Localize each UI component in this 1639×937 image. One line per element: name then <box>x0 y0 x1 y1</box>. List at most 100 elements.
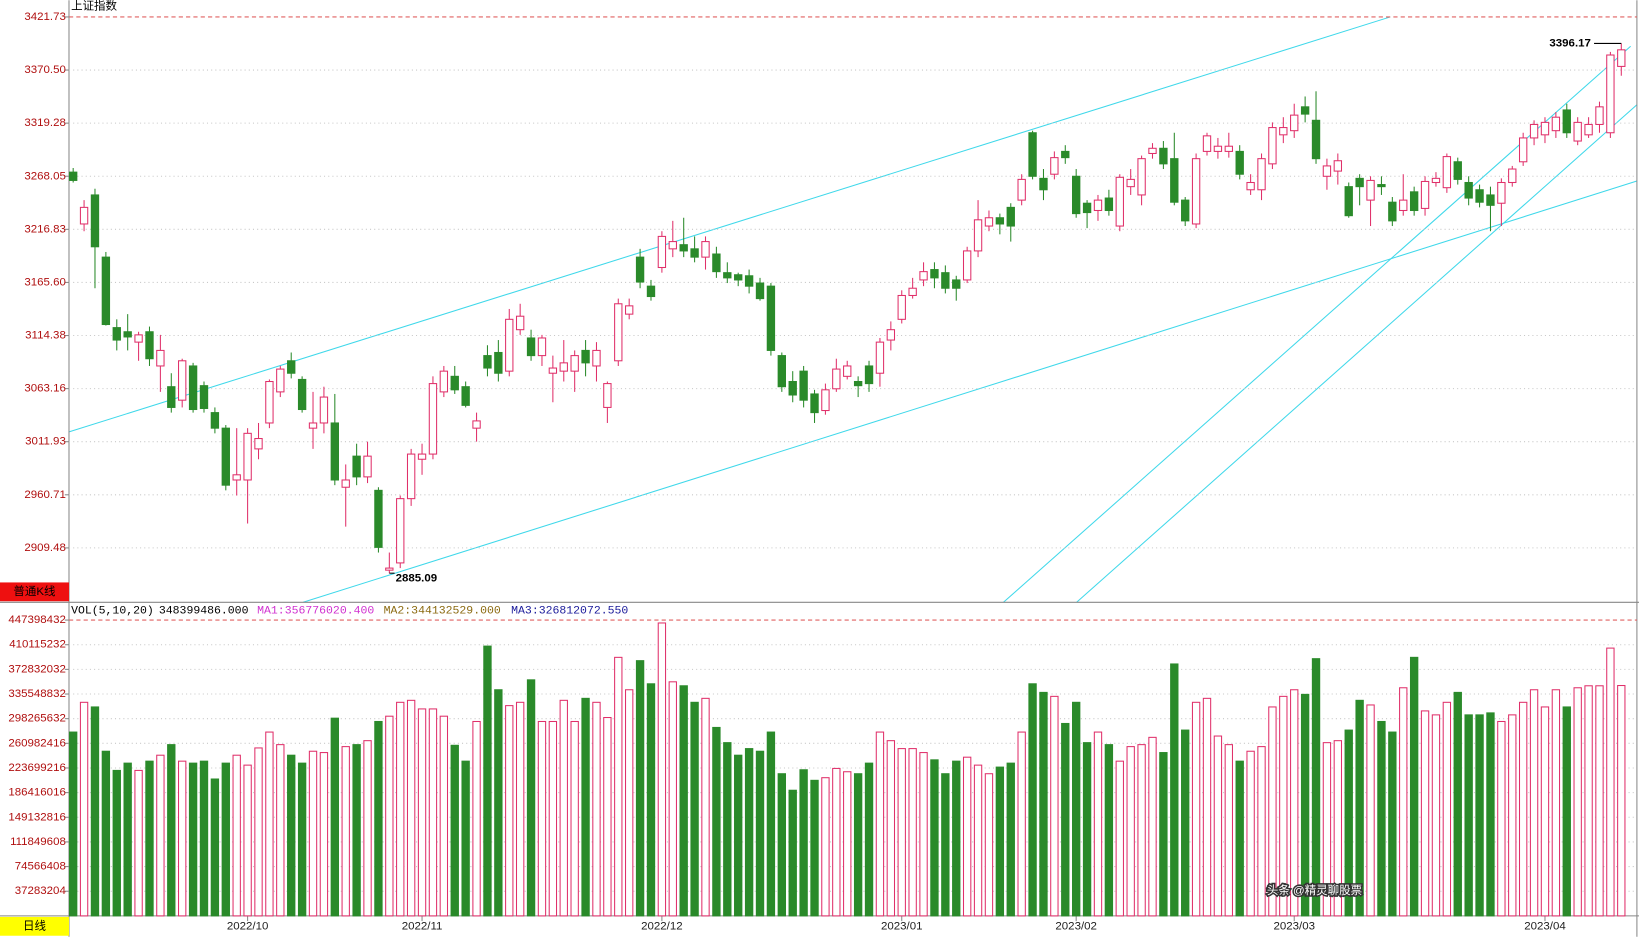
candle-body <box>308 422 318 429</box>
volume-bar <box>243 764 252 917</box>
candle-body <box>1562 109 1571 134</box>
candle-body <box>581 349 590 364</box>
volume-bar <box>744 748 754 917</box>
volume-bar <box>984 773 994 917</box>
volume-bar <box>1191 701 1201 917</box>
y-tick-label: 2960.71 <box>24 489 66 501</box>
y-tick-label: 223699216 <box>8 762 65 774</box>
x-tick-label: 2022/10 <box>227 920 269 932</box>
candle-body <box>952 279 961 289</box>
candle-body <box>1311 119 1321 160</box>
candle-body <box>526 337 536 357</box>
volume-bar <box>537 720 547 917</box>
candle-body <box>363 455 372 478</box>
y-tick-label: 3165.60 <box>24 276 66 288</box>
y-tick-label: 2909.48 <box>24 542 66 554</box>
volume-bar <box>930 759 939 917</box>
volume-bar <box>1617 684 1626 917</box>
candle-body <box>287 360 296 374</box>
volume-bar <box>254 747 263 917</box>
low-annotation: 2885.09 <box>396 572 438 584</box>
candle-body <box>210 412 220 429</box>
volume-bar <box>1300 693 1310 917</box>
volume-bar <box>853 773 863 917</box>
volume-bar <box>68 731 78 917</box>
candle-body <box>374 489 383 548</box>
volume-bar <box>864 762 874 917</box>
candle-body <box>548 367 558 374</box>
candle-body <box>744 275 754 287</box>
volume-bar <box>276 744 285 917</box>
volume-bar <box>123 762 132 917</box>
candle-body <box>1551 116 1561 132</box>
y-tick-label: 111849608 <box>10 836 66 848</box>
candle-body <box>1061 150 1070 159</box>
volume-bar <box>472 720 481 917</box>
candle-body <box>1344 186 1353 217</box>
candle-body <box>930 269 939 279</box>
candle-body <box>919 271 928 281</box>
volume-bar <box>450 744 459 917</box>
candle-body <box>123 331 132 338</box>
candle-body <box>1104 197 1114 212</box>
volume-bar <box>1104 744 1114 917</box>
candle-body <box>1017 178 1026 201</box>
volume-bar <box>625 689 634 917</box>
candle-body <box>777 355 786 388</box>
candle-body <box>1028 132 1037 177</box>
volume-bar <box>439 715 449 917</box>
y-tick-label: 298265632 <box>8 713 65 725</box>
candle-body <box>723 272 732 279</box>
y-tick-label: 3114.38 <box>25 330 66 342</box>
candle-body <box>439 370 449 393</box>
candle-body <box>810 393 819 414</box>
y-tick-label: 74566408 <box>15 861 66 873</box>
candle-body <box>690 248 699 258</box>
candle-body <box>1595 106 1604 125</box>
candle-body <box>341 479 350 488</box>
volume-bar <box>112 769 121 917</box>
y-tick-label: 410115232 <box>9 639 66 651</box>
volume-bar <box>897 748 906 917</box>
volume-bar <box>1333 740 1343 917</box>
volume-bar <box>1475 714 1484 917</box>
candle-body <box>417 453 427 460</box>
volume-bar <box>1126 746 1135 917</box>
candle-body <box>973 219 983 252</box>
candle-body <box>1486 194 1495 206</box>
trend-line <box>302 180 1638 603</box>
volume-bar <box>1388 731 1397 917</box>
candle-body <box>614 303 623 362</box>
volume-bar <box>494 689 503 917</box>
candle-body <box>537 337 547 357</box>
candle-body <box>1617 49 1626 67</box>
volume-bar <box>319 752 329 917</box>
candle-body <box>886 329 896 341</box>
volume-bar <box>1202 697 1212 917</box>
volume-bar <box>167 744 176 917</box>
volume-bar <box>1071 701 1081 917</box>
volume-bar <box>1518 701 1528 917</box>
candle-body <box>1279 127 1288 136</box>
candle-body <box>221 427 230 486</box>
volume-bar <box>1409 656 1419 917</box>
candle-body <box>1333 160 1343 172</box>
candle-body <box>515 315 525 331</box>
volume-bar <box>483 645 492 917</box>
candle-body <box>90 194 100 248</box>
volume-bar <box>1529 689 1539 917</box>
candle-body <box>603 383 612 408</box>
candle-body <box>755 282 765 300</box>
volume-bar <box>363 740 372 917</box>
volume-bar <box>406 699 416 917</box>
candle-body <box>1170 158 1179 203</box>
volume-bar <box>875 731 885 917</box>
candle-body <box>1355 177 1364 188</box>
volume-bar <box>1399 687 1408 917</box>
candle-body <box>1148 147 1157 155</box>
volume-bar <box>1606 647 1615 917</box>
y-tick-label: 3063.16 <box>24 383 66 395</box>
y-tick-label: 335548832 <box>8 688 65 700</box>
candle-body <box>199 385 209 409</box>
